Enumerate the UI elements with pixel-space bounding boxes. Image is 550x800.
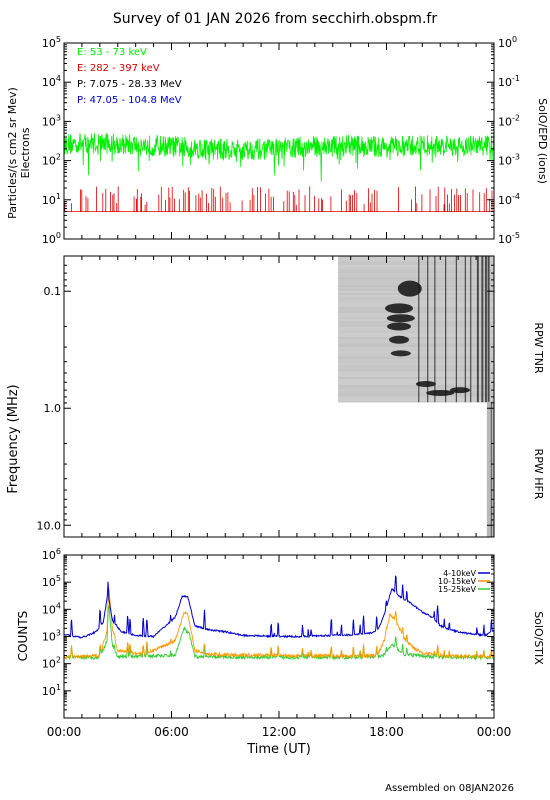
x-tick-label: 06:00 xyxy=(154,725,189,739)
legend-epd-p1: P: 7.075 - 28.33 MeV xyxy=(77,79,182,90)
x-tick-label: 18:00 xyxy=(369,725,404,739)
footer-assembled: Assembled on 08JAN2026 xyxy=(385,783,514,794)
epd-series-e2 xyxy=(64,186,494,212)
chart-title: Survey of 01 JAN 2026 from secchirh.obsp… xyxy=(113,11,437,27)
epd-ytick-label-right: 10-3 xyxy=(498,153,520,168)
rpw-tnr-burst-blob xyxy=(415,380,436,387)
rpw-tnr-burst-blob xyxy=(449,387,470,394)
epd-ylabel-electrons: Electrons xyxy=(19,127,32,178)
stix-series-10-15keV xyxy=(63,587,495,660)
epd-ylabel: Particles/(s cm2 sr Mev) xyxy=(6,87,19,219)
rpw-hfr-strip xyxy=(486,401,494,537)
epd-ylabel-right: SolO/EPD (ions) xyxy=(536,98,549,184)
stix-ytick-label: 105 xyxy=(42,574,61,589)
epd-ytick-label: 101 xyxy=(42,192,61,207)
epd-panel: 100 101 102 103 104 105 10-5 10-4 10-3 10-2 10-1 10… xyxy=(6,35,549,246)
stix-ytick-label: 104 xyxy=(42,601,61,616)
legend-epd-e1: E: 53 - 73 keV xyxy=(77,47,147,58)
legend-epd-e2: E: 282 - 397 keV xyxy=(77,63,160,74)
epd-ytick-label: 103 xyxy=(42,113,61,128)
epd-ytick-label-right: 10-2 xyxy=(498,113,520,128)
epd-ytick-label: 105 xyxy=(42,35,61,50)
rpw-tnr-label: RPW TNR xyxy=(532,322,545,374)
legend-epd-p2: P: 47.05 - 104.8 MeV xyxy=(77,95,182,106)
rpw-hfr-label: RPW HFR xyxy=(532,449,545,500)
stix-ytick-label: 101 xyxy=(42,683,61,698)
stix-ylabel: COUNTS xyxy=(16,611,30,662)
stix-ytick-label: 106 xyxy=(42,547,61,562)
x-tick-label: 00:00 xyxy=(47,725,82,739)
rpw-tnr-burst-blob xyxy=(397,280,422,297)
epd-ytick-label: 100 xyxy=(42,231,61,246)
stix-ytick-label: 103 xyxy=(42,629,61,644)
epd-ytick-label-right: 10-5 xyxy=(498,231,520,246)
x-tick-label: 00:00 xyxy=(477,725,512,739)
rpw-tnr-burst-blob xyxy=(387,322,412,331)
rpw-tnr-burst-blob xyxy=(426,389,455,396)
rpw-ytick-label: 10.0 xyxy=(37,519,62,532)
x-tick-label: 12:00 xyxy=(262,725,297,739)
rpw-ytick-label: 1.0 xyxy=(44,402,62,415)
epd-ytick-label: 102 xyxy=(42,153,61,168)
epd-ytick-label-right: 100 xyxy=(498,35,517,50)
stix-legend-label: 10-15keV xyxy=(438,577,477,586)
rpw-spectrogram-layer xyxy=(338,255,494,537)
epd-data-layer xyxy=(63,132,495,212)
epd-ytick-label: 104 xyxy=(42,74,61,89)
epd-series-e1 xyxy=(63,132,495,182)
rpw-tnr-burst-blob xyxy=(390,350,411,357)
stix-data-layer xyxy=(63,575,495,661)
rpw-tnr-burst-blob xyxy=(389,335,410,344)
epd-axes: 100 101 102 103 104 105 10-5 10-4 10-3 10-2 10-1 10… xyxy=(42,35,520,246)
stix-ylabel-right: SolO/STIX xyxy=(532,611,545,665)
epd-ytick-label-right: 10-1 xyxy=(498,74,520,89)
stix-ytick-label: 102 xyxy=(42,656,61,671)
x-axis-label: Time (UT) xyxy=(246,742,311,757)
epd-ytick-label-right: 10-4 xyxy=(498,192,520,207)
rpw-ylabel: Frequency (MHz) xyxy=(6,384,21,493)
rpw-ytick-label: 0.1 xyxy=(44,285,62,298)
stix-legend-label: 15-25keV xyxy=(438,585,477,594)
rpw-tnr-burst-blob xyxy=(386,314,415,323)
stix-legend-label: 4-10keV xyxy=(443,569,476,578)
rpw-panel: 0.1 1.0 10.0 Frequency (MHz) RPW TNR RPW H… xyxy=(6,255,545,538)
rpw-axes: 0.1 1.0 10.0 xyxy=(37,256,495,537)
stix-panel: 101 102 103 104 105 106 00:00 06:00 12:00 18:00 00… xyxy=(16,547,545,757)
stix-series-4-10keV xyxy=(64,575,495,639)
stix-axes: 101 102 103 104 105 106 00:00 06:00 12:00 18:00 00… xyxy=(42,547,511,739)
rpw-tnr-burst-blob xyxy=(385,303,414,314)
epd-legend: E: 53 - 73 keV E: 282 - 397 keV P: 7.075… xyxy=(77,47,182,106)
